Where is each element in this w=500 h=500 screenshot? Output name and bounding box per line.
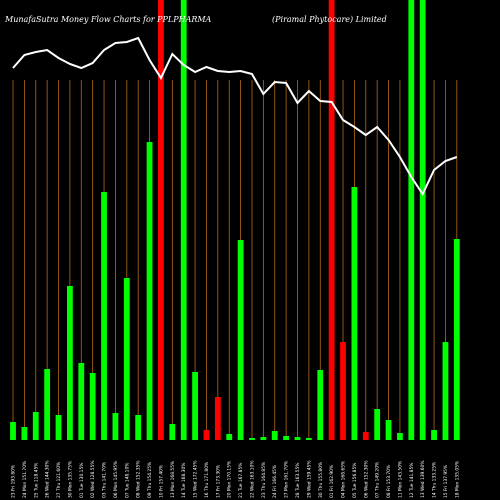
x-tick-label: 07 Tue 148.10% (124, 463, 130, 498)
x-tick-label: 16 Thu 171.80% (204, 462, 210, 498)
x-tick-label: 27 Thu 121.60% (56, 462, 62, 498)
x-tick-label: 09 Thu 154.25% (147, 462, 153, 498)
bar (158, 0, 164, 440)
bar (89, 373, 96, 440)
bar (294, 437, 301, 440)
bar (442, 342, 449, 440)
bar (397, 433, 403, 440)
bar (408, 0, 415, 440)
x-tick-label: 28 Tue 163.55% (295, 463, 301, 498)
bar (32, 412, 39, 440)
x-tick-label: 07 Thu 149.20% (375, 462, 381, 498)
bar (453, 239, 460, 440)
bar (10, 422, 16, 440)
bar (123, 278, 130, 440)
x-tick-label: 03 Thu 141.70% (102, 462, 108, 498)
x-tick-label: 11 Mon 143.50% (397, 461, 403, 498)
x-tick-label: 06 Mon 145.95% (113, 461, 119, 498)
x-tick-label: 24 Mon 151.70% (22, 461, 28, 498)
x-tick-label: 22 Wed 163.10% (249, 461, 255, 499)
x-tick-label: 02 Wed 128.55% (90, 461, 96, 499)
bar (351, 187, 358, 440)
bar (283, 436, 290, 440)
x-tick-label: 01 Fri 162.90% (329, 465, 335, 498)
x-tick-label: 13 Mon 168.55% (170, 461, 176, 498)
x-tick-label: 08 Wed 152.35% (136, 461, 142, 499)
bar (55, 415, 62, 440)
x-tick-label: 23 Fri 193.80% (11, 465, 17, 498)
bar (169, 424, 176, 440)
x-tick-labels: 23 Fri 193.80% 24 Mon 151.70% 25 Tue 118.4… (11, 461, 461, 499)
x-tick-label: 26 Wed 144.30% (45, 461, 51, 499)
x-tick-label: 14 Tue 168.30% (181, 463, 187, 498)
x-tick-label: 12 Tue 141.85% (409, 463, 415, 498)
bar (146, 142, 153, 440)
bar (237, 240, 244, 440)
x-tick-label: 14 Thu 133.25% (432, 462, 438, 498)
bar (203, 430, 210, 440)
bar (419, 0, 426, 440)
bar (385, 420, 392, 440)
x-tick-label: 15 Fri 137.95% (443, 465, 449, 498)
x-tick-label: 27 Mon 161.70% (284, 461, 290, 498)
bar (180, 0, 187, 440)
x-tick-label: 05 Tue 156.85% (352, 463, 358, 498)
x-tick-label: 20 Mon 170.15% (227, 461, 233, 498)
x-tick-label: 18 Mon 135.05% (454, 461, 460, 498)
x-tick-label: 24 Fri 166.45% (272, 465, 278, 498)
x-tick-label: 30 Mon 135.75% (67, 461, 73, 498)
bar (249, 438, 255, 440)
chart-title-left: MunafaSutra Money Flow Charts for PPLPHA… (4, 15, 212, 24)
bar (214, 397, 221, 440)
x-tick-label: 10 Fri 157.40% (158, 465, 164, 498)
chart-title-right: (Piramal Phytocare) Limited (272, 15, 387, 24)
x-tick-label: 08 Fri 153.70% (386, 465, 392, 498)
bar (305, 438, 312, 440)
x-tick-label: 17 Fri 173.30% (215, 465, 221, 498)
bar (271, 431, 278, 440)
bar (226, 434, 233, 440)
bar (135, 415, 142, 440)
x-tick-label: 25 Tue 118.45% (33, 463, 39, 498)
x-tick-label: 13 Wed 139.60% (420, 461, 426, 499)
x-tick-label: 06 Wed 152.30% (363, 461, 369, 499)
bar (374, 409, 381, 440)
bar (431, 430, 437, 440)
bar (260, 437, 267, 440)
x-tick-label: 29 Wed 159.45% (306, 461, 312, 499)
bar (340, 342, 346, 440)
bar (44, 369, 51, 440)
x-tick-label: 04 Mon 168.65% (341, 461, 347, 498)
x-tick-label: 21 Tue 167.85% (238, 463, 244, 498)
money-flow-line (12, 36, 458, 197)
bar (112, 413, 119, 440)
x-tick-label: 01 Tue 130.15% (79, 463, 85, 498)
x-tick-label: 30 Thu 155.80% (318, 462, 324, 498)
bar-series (10, 0, 460, 440)
bar (21, 427, 28, 440)
x-tick-label: 23 Thu 164.85% (261, 462, 267, 498)
bar (328, 0, 335, 440)
x-tick-label: 15 Wed 172.45% (193, 461, 199, 499)
bar (101, 192, 107, 440)
bar (67, 286, 73, 440)
bar (317, 370, 324, 440)
bar (78, 363, 85, 440)
bar (362, 432, 369, 440)
bar (192, 372, 198, 440)
